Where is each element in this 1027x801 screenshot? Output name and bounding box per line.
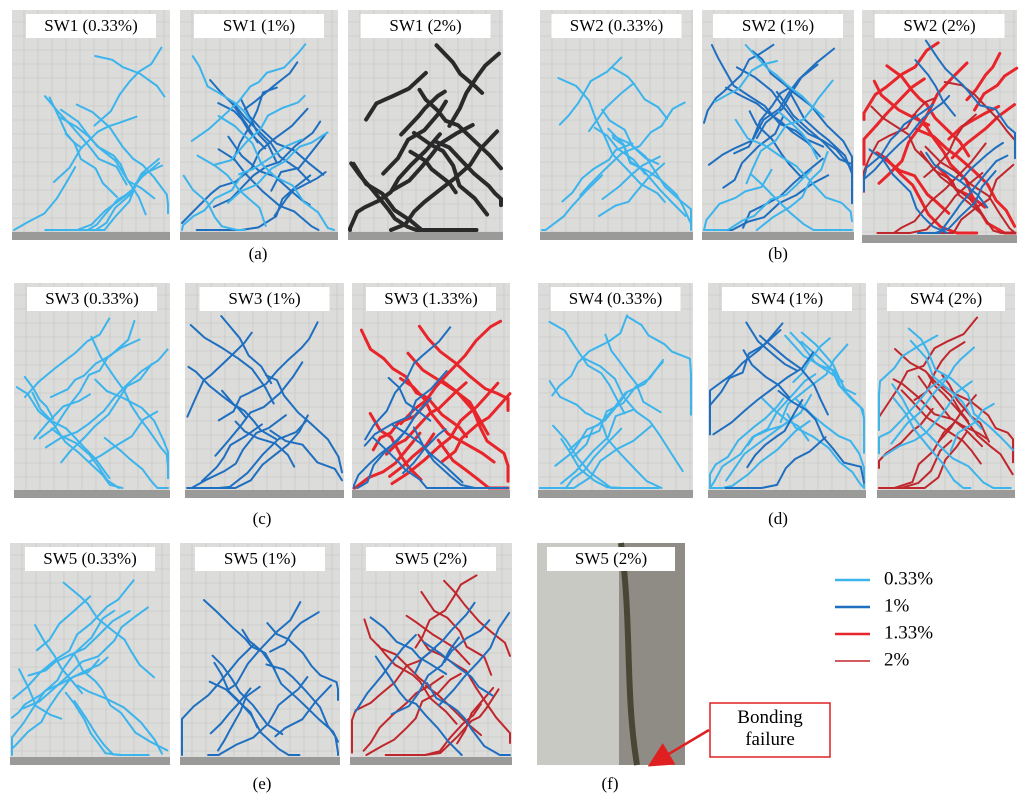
photo-label: SW5 (2%) <box>575 549 647 568</box>
photo: SW5 (0.33%) <box>10 543 170 765</box>
base <box>708 490 866 498</box>
figure: (a) SW1 (0.33%) SW1 (1%) SW1 (2%) (b) SW2 (0.… <box>0 0 1027 801</box>
photo-label: SW5 (0.33%) <box>43 549 136 568</box>
legend-label: 2% <box>884 649 910 670</box>
photo: SW3 (0.33%) <box>14 283 170 498</box>
legend-label: 1.33% <box>884 622 933 643</box>
photo: SW1 (1%) <box>180 10 338 240</box>
photo-label: SW5 (1%) <box>224 549 296 568</box>
photo: SW5 (2%) <box>537 543 685 765</box>
base <box>540 232 693 240</box>
base <box>14 490 170 498</box>
photo-bg <box>185 283 344 498</box>
annotation: Bondingfailure <box>737 707 803 750</box>
photo: SW2 (2%) <box>862 10 1017 243</box>
photo: SW5 (1%) <box>180 543 340 765</box>
photo: SW1 (0.33%) <box>12 10 170 240</box>
photo-label: SW3 (1%) <box>228 289 300 308</box>
photo-bg <box>862 10 1017 243</box>
base <box>10 757 170 765</box>
photo: SW2 (0.33%) <box>540 10 693 240</box>
photo: SW4 (2%) <box>877 283 1015 498</box>
photo-label: SW4 (2%) <box>910 289 982 308</box>
photo-label: SW3 (0.33%) <box>45 289 138 308</box>
base <box>862 235 1017 243</box>
photo-label: SW4 (0.33%) <box>569 289 662 308</box>
base <box>350 757 512 765</box>
panel-caption: (d) <box>768 509 788 528</box>
base <box>877 490 1015 498</box>
legend-label: 0.33% <box>884 568 933 589</box>
photo: SW3 (1%) <box>185 283 344 498</box>
photo-bg <box>538 283 693 498</box>
base <box>12 232 170 240</box>
panel-caption: (c) <box>253 509 272 528</box>
panel-caption: (a) <box>249 244 268 263</box>
photo-label: SW2 (1%) <box>742 16 814 35</box>
legend-label: 1% <box>884 595 910 616</box>
photo-label: SW1 (2%) <box>389 16 461 35</box>
photo-label: SW1 (0.33%) <box>44 16 137 35</box>
base <box>352 490 510 498</box>
photo-label: SW3 (1.33%) <box>384 289 477 308</box>
photo: SW3 (1.33%) <box>352 283 510 498</box>
photo: SW4 (0.33%) <box>538 283 693 498</box>
base <box>185 490 344 498</box>
photo: SW5 (2%) <box>350 543 512 765</box>
photo: SW1 (2%) <box>348 10 503 240</box>
panel-caption: (e) <box>253 774 272 793</box>
photo-label: SW1 (1%) <box>223 16 295 35</box>
photo-label: SW5 (2%) <box>395 549 467 568</box>
base <box>180 757 340 765</box>
panel-caption: (b) <box>768 244 788 263</box>
panel-caption: (f) <box>602 774 619 793</box>
photo-bg <box>12 10 170 240</box>
base <box>702 232 854 240</box>
photo-bg <box>180 10 338 240</box>
base <box>538 490 693 498</box>
base <box>180 232 338 240</box>
photo: SW2 (1%) <box>702 10 854 240</box>
photo-label: SW4 (1%) <box>751 289 823 308</box>
photo-label: SW2 (2%) <box>903 16 975 35</box>
base <box>348 232 503 240</box>
photo: SW4 (1%) <box>708 283 866 498</box>
photo-label: SW2 (0.33%) <box>570 16 663 35</box>
